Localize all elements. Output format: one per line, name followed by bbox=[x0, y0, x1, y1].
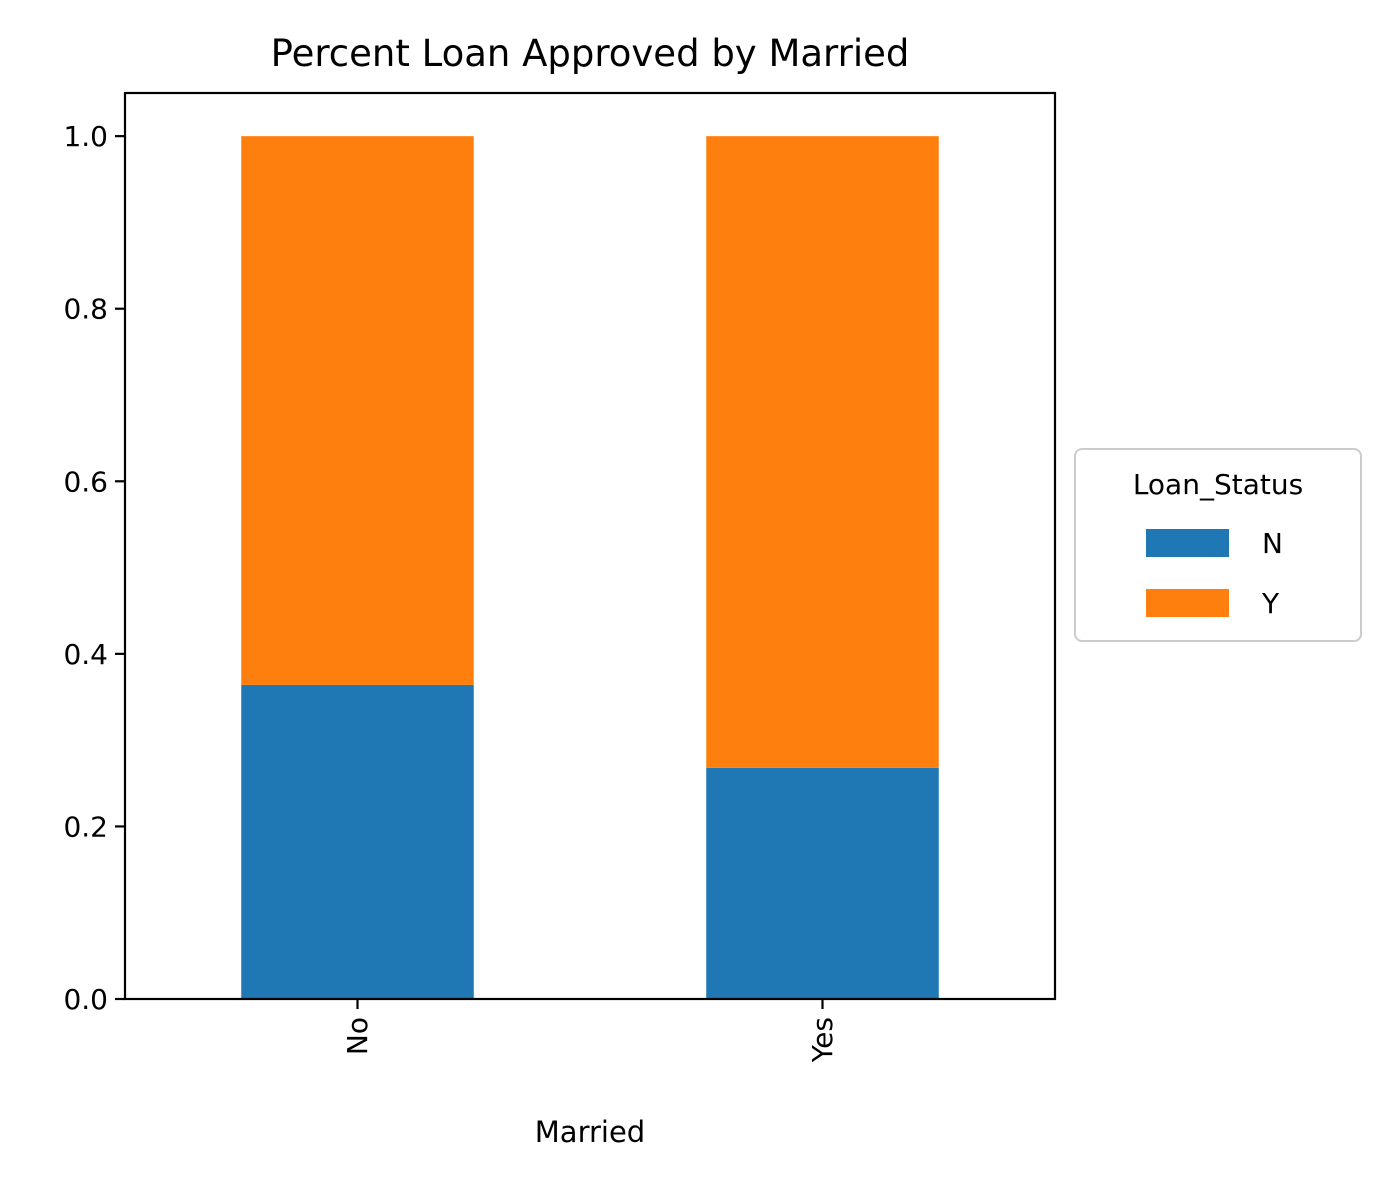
chart-title: Percent Loan Approved by Married bbox=[271, 32, 910, 75]
y-tick-label: 0.0 bbox=[63, 983, 108, 1016]
y-tick-label: 0.2 bbox=[63, 810, 108, 843]
x-tick-label: Yes bbox=[806, 1017, 839, 1063]
legend-swatch-y bbox=[1146, 589, 1229, 617]
legend-swatch-n bbox=[1146, 529, 1229, 557]
legend-label-n: N bbox=[1262, 527, 1283, 560]
legend-items: NY bbox=[1146, 527, 1283, 620]
x-tick-label: No bbox=[341, 1017, 374, 1055]
y-tick-label: 0.6 bbox=[63, 465, 108, 498]
y-tick-label: 0.4 bbox=[63, 638, 108, 671]
y-tick-label: 0.8 bbox=[63, 293, 108, 326]
legend-label-y: Y bbox=[1261, 587, 1280, 620]
bars-group bbox=[241, 136, 939, 999]
bar-no-y bbox=[241, 136, 474, 685]
y-tick-label: 1.0 bbox=[63, 120, 108, 153]
bar-yes-n bbox=[706, 767, 939, 999]
legend: Loan_Status NY bbox=[1074, 448, 1362, 642]
legend-title: Loan_Status bbox=[1133, 468, 1303, 501]
bar-no-n bbox=[241, 684, 474, 999]
y-axis: 0.0 0.2 0.4 0.6 0.8 1.0 bbox=[63, 120, 125, 1016]
x-axis: No Yes bbox=[341, 999, 839, 1063]
x-axis-label: Married bbox=[535, 1115, 645, 1149]
plot-area-frame bbox=[123, 91, 1057, 1001]
bar-yes-y bbox=[706, 136, 939, 768]
